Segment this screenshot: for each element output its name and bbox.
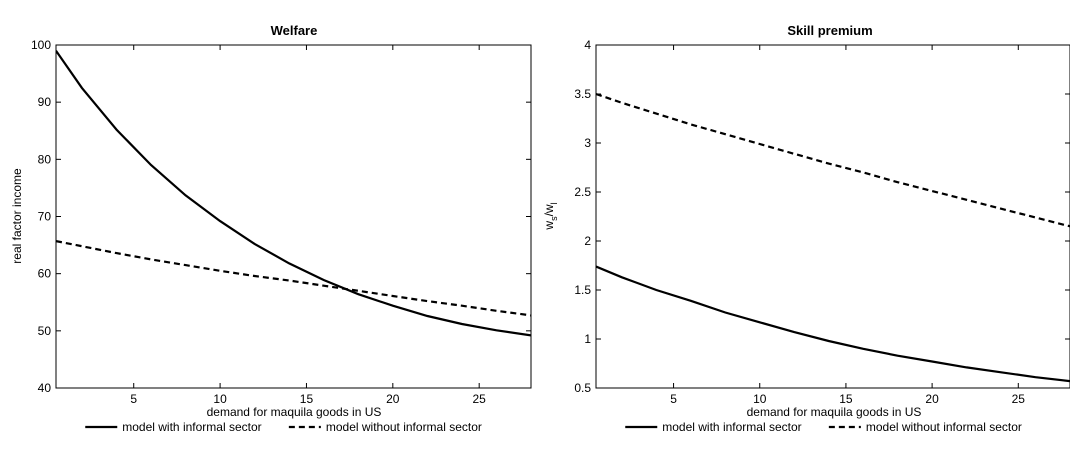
plot-frame bbox=[55, 44, 532, 389]
series-line-without-informal bbox=[56, 240, 531, 317]
x-tick-label: 5 bbox=[670, 392, 677, 406]
x-tick-label: 20 bbox=[386, 392, 400, 406]
y-tick-label: 3 bbox=[584, 136, 591, 150]
skill-premium-y-axis-label: ws/wl bbox=[542, 202, 559, 230]
legend-label: model without informal sector bbox=[326, 420, 482, 434]
x-tick-label: 20 bbox=[925, 392, 939, 406]
y-label-slash-w: /w bbox=[542, 204, 556, 216]
y-tick-label: 70 bbox=[38, 210, 52, 224]
legend-label: model with informal sector bbox=[662, 420, 801, 434]
y-label-w: w bbox=[542, 221, 556, 231]
series-line-with-informal bbox=[56, 50, 531, 337]
x-tick-label: 25 bbox=[473, 392, 487, 406]
y-tick-label: 40 bbox=[38, 381, 52, 395]
x-tick-label: 15 bbox=[839, 392, 853, 406]
x-tick-label: 25 bbox=[1012, 392, 1026, 406]
y-tick-label: 60 bbox=[38, 267, 52, 281]
skill-premium-panel: Skill premium ws/wl demand for maquila g… bbox=[542, 23, 1070, 434]
y-tick-label: 100 bbox=[31, 38, 51, 52]
welfare-title: Welfare bbox=[271, 23, 318, 38]
legend-label: model without informal sector bbox=[866, 420, 1022, 434]
x-tick-label: 5 bbox=[130, 392, 137, 406]
y-tick-label: 90 bbox=[38, 95, 52, 109]
plot-frame bbox=[595, 44, 1070, 389]
y-tick-label: 3.5 bbox=[574, 87, 591, 101]
skill-premium-title: Skill premium bbox=[787, 23, 872, 38]
legend: model with informal sector model without … bbox=[85, 420, 482, 434]
y-tick-label: 4 bbox=[584, 38, 591, 52]
welfare-x-axis-label: demand for maquila goods in US bbox=[207, 405, 382, 419]
y-tick-label: 1 bbox=[584, 332, 591, 346]
welfare-y-axis-label: real factor income bbox=[10, 168, 24, 264]
y-tick-label: 50 bbox=[38, 324, 52, 338]
skill-premium-x-axis-label: demand for maquila goods in US bbox=[747, 405, 922, 419]
x-tick-label: 10 bbox=[213, 392, 227, 406]
y-tick-label: 0.5 bbox=[574, 381, 591, 395]
series-line-with-informal bbox=[596, 265, 1070, 383]
y-label-sub-l: l bbox=[549, 202, 559, 204]
y-tick-label: 2.5 bbox=[574, 185, 591, 199]
y-tick-label: 1.5 bbox=[574, 283, 591, 297]
svg-text:ws/wl: ws/wl bbox=[542, 202, 559, 230]
series-line-without-informal bbox=[596, 92, 1070, 228]
welfare-panel: Welfare real factor income demand for ma… bbox=[10, 23, 532, 434]
legend-label: model with informal sector bbox=[122, 420, 261, 434]
x-tick-label: 10 bbox=[753, 392, 767, 406]
y-tick-label: 80 bbox=[38, 152, 52, 166]
legend: model with informal sector model without … bbox=[625, 420, 1022, 434]
y-tick-label: 2 bbox=[584, 234, 591, 248]
y-label-sub-s: s bbox=[549, 216, 559, 221]
x-tick-label: 15 bbox=[300, 392, 314, 406]
